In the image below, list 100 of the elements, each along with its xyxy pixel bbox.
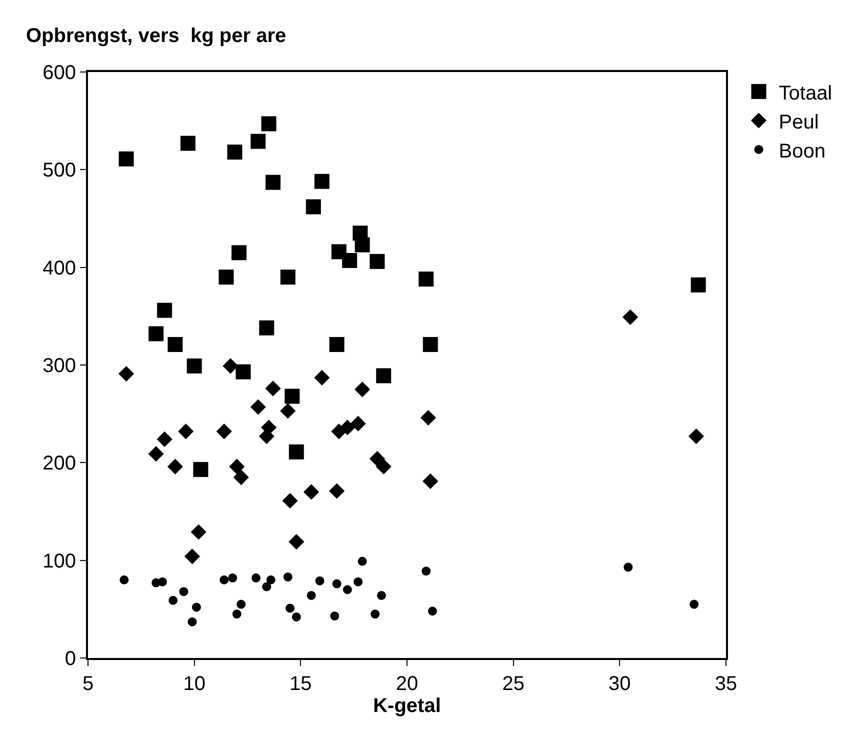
point [314,174,330,189]
point [376,590,386,600]
point [158,577,167,586]
y-tick-label: 500 [42,160,76,182]
y-tick-label: 200 [42,452,76,475]
point [192,602,201,612]
y-tick-label: 400 [42,257,76,280]
point [180,136,196,151]
point [332,579,342,588]
point [261,116,276,132]
point [369,450,386,467]
x-tick-label: 20 [396,673,418,695]
point [376,458,392,474]
point [178,424,194,440]
point [236,600,246,609]
point [179,587,188,596]
point [148,326,164,342]
point [262,582,272,592]
point [329,336,344,352]
point [118,151,134,166]
point [156,431,172,448]
point [622,309,638,325]
point [306,590,316,600]
point [354,382,370,398]
point [428,606,438,616]
point [265,380,281,396]
point [350,416,366,432]
point [420,410,436,426]
x-tick-label: 15 [290,673,312,695]
point [376,368,392,384]
point [292,612,301,622]
point [340,420,356,436]
point [188,617,197,626]
point [167,458,183,474]
point [329,483,345,499]
point [228,573,238,582]
point [342,253,358,268]
point [184,548,200,564]
point [286,604,295,613]
point [370,254,385,269]
y-tick-label: 300 [42,355,76,377]
point [186,358,202,374]
point [418,272,434,287]
point [266,174,281,190]
point [250,399,266,415]
y-tick-label: 600 [42,62,76,84]
point [315,576,324,586]
point [168,596,178,605]
point [259,320,274,336]
legend-label: Boon [778,140,826,162]
point [252,573,261,582]
point [304,484,320,500]
legend-label: Peul [778,111,819,134]
point [227,144,242,160]
point [266,575,276,584]
point [422,473,438,490]
point [288,444,304,460]
y-tick-label: 0 [64,648,76,670]
point [690,277,706,292]
point [157,302,172,318]
point [314,370,330,386]
point [220,575,229,584]
point [280,270,296,285]
point [190,524,206,540]
point [229,458,245,474]
point [168,336,183,352]
point [690,600,699,609]
legend-label: Totaal [778,82,832,104]
point [250,134,266,149]
point [354,577,363,586]
point [118,366,134,382]
x-axis-title: K-getal [373,695,441,717]
point [120,575,129,584]
x-tick-label: 5 [82,673,94,695]
y-axis-title: Opbrengst, vers kg per are [26,25,286,47]
point [358,556,367,566]
point [342,585,352,594]
x-tick-label: 30 [608,673,631,695]
point [216,424,232,440]
point [283,572,292,582]
point [370,610,380,619]
point [236,364,251,380]
point [422,336,438,352]
point [148,446,164,462]
point [218,270,234,285]
point [222,358,238,374]
point [288,534,304,550]
point [193,462,208,477]
y-tick-label: 100 [42,550,76,572]
point [280,403,296,419]
point [354,237,370,252]
point [624,562,633,572]
x-tick-label: 10 [183,673,206,695]
point [422,566,431,576]
point [284,388,300,404]
point [233,470,249,486]
point [306,199,321,214]
point [282,492,298,509]
point [330,612,340,620]
point [232,610,242,619]
